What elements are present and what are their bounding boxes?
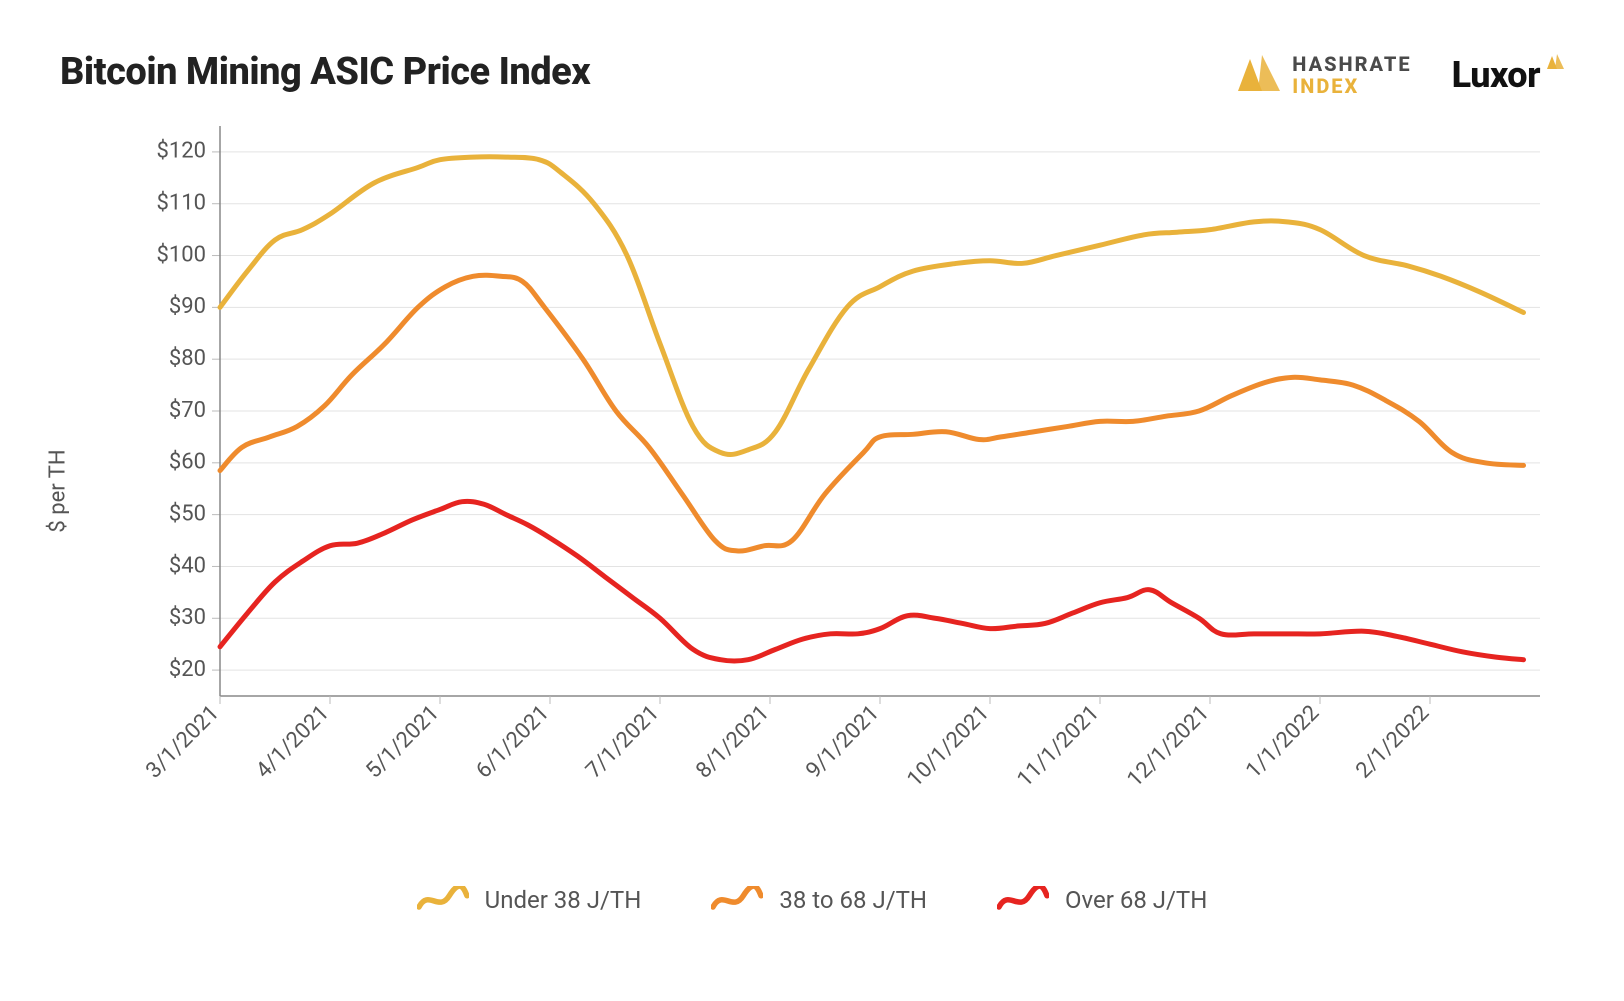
y-tick-label: $60 bbox=[169, 450, 206, 475]
x-tick-label: 10/1/2021 bbox=[903, 701, 995, 793]
legend-item-under38: Under 38 J/TH bbox=[417, 886, 642, 914]
y-tick-label: $20 bbox=[169, 657, 206, 682]
y-tick-label: $40 bbox=[169, 553, 206, 578]
x-tick-label: 9/1/2021 bbox=[801, 701, 884, 784]
legend-swatch-icon bbox=[997, 886, 1049, 914]
y-tick-label: $30 bbox=[169, 605, 206, 630]
y-tick-label: $90 bbox=[169, 294, 206, 319]
legend: Under 38 J/TH 38 to 68 J/TH Over 68 J/TH bbox=[60, 886, 1564, 914]
x-tick-label: 12/1/2021 bbox=[1123, 701, 1215, 793]
y-tick-label: $50 bbox=[169, 501, 206, 526]
hashrate-index-logo-icon bbox=[1236, 55, 1280, 95]
luxor-logo-icon bbox=[1546, 54, 1564, 70]
chart-area: $ per TH $20$30$40$50$60$70$80$90$100$11… bbox=[60, 116, 1564, 866]
y-tick-label: $100 bbox=[157, 242, 206, 267]
legend-swatch-icon bbox=[417, 886, 469, 914]
legend-label: Over 68 J/TH bbox=[1065, 886, 1207, 914]
y-axis-label: $ per TH bbox=[46, 449, 71, 532]
x-tick-label: 7/1/2021 bbox=[581, 701, 664, 784]
series-mid bbox=[220, 275, 1524, 551]
brand-hashrate-index: HASHRATE INDEX bbox=[1236, 54, 1411, 96]
series-under38 bbox=[220, 157, 1524, 455]
series-over68 bbox=[220, 501, 1524, 661]
brand1-line2: INDEX bbox=[1292, 76, 1411, 96]
legend-item-over68: Over 68 J/TH bbox=[997, 886, 1207, 914]
x-tick-label: 3/1/2021 bbox=[141, 701, 224, 784]
brand-text: HASHRATE INDEX bbox=[1292, 54, 1411, 96]
chart-title: Bitcoin Mining ASIC Price Index bbox=[60, 50, 590, 94]
brand2-name: Luxor bbox=[1452, 54, 1540, 96]
brand-luxor: Luxor bbox=[1452, 54, 1564, 96]
brand1-line1: HASHRATE bbox=[1292, 54, 1411, 74]
x-tick-label: 1/1/2022 bbox=[1241, 701, 1324, 784]
header: Bitcoin Mining ASIC Price Index HASHRATE… bbox=[60, 50, 1564, 96]
brands: HASHRATE INDEX Luxor bbox=[1236, 54, 1564, 96]
line-chart: $20 $30 $40 $50 $60 $70 $80 $90 $100 $110 $120 3/1/… bbox=[60, 116, 1564, 866]
x-tick-label: 8/1/2021 bbox=[691, 701, 774, 784]
legend-swatch-icon bbox=[711, 886, 763, 914]
x-tick-label: 2/1/2022 bbox=[1351, 701, 1434, 784]
legend-label: 38 to 68 J/TH bbox=[779, 886, 927, 914]
x-tick-label: 5/1/2021 bbox=[361, 701, 444, 784]
legend-item-mid: 38 to 68 J/TH bbox=[711, 886, 927, 914]
page: Bitcoin Mining ASIC Price Index HASHRATE… bbox=[0, 0, 1624, 1001]
y-tick-label: $120 bbox=[157, 139, 206, 164]
y-tick-label: $110 bbox=[157, 191, 206, 216]
x-tick-label: 4/1/2021 bbox=[251, 701, 334, 784]
x-tick-label: 11/1/2021 bbox=[1013, 701, 1105, 793]
y-tick-label: $80 bbox=[169, 346, 206, 371]
x-tick-label: 6/1/2021 bbox=[471, 701, 554, 784]
legend-label: Under 38 J/TH bbox=[485, 886, 642, 914]
y-tick-label: $70 bbox=[169, 398, 206, 423]
